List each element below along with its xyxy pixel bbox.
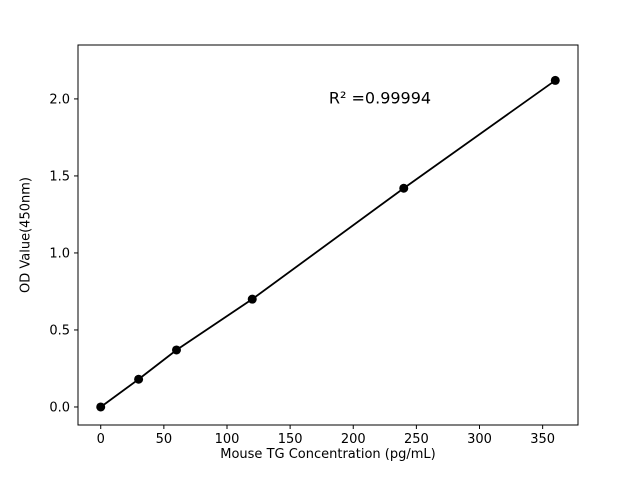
x-tick-label: 100 [215, 432, 240, 447]
x-tick-label: 250 [404, 432, 429, 447]
x-tick-label: 200 [341, 432, 366, 447]
x-tick-label: 150 [278, 432, 303, 447]
fit-line [100, 79, 556, 408]
x-tick-label: 300 [467, 432, 492, 447]
x-tick-label: 350 [530, 432, 555, 447]
x-axis-label: Mouse TG Concentration (pg/mL) [220, 447, 436, 462]
y-tick-label: 0.5 [49, 323, 70, 338]
y-tick-label: 1.5 [49, 169, 70, 184]
plot-border [77, 44, 579, 426]
y-axis-label: OD Value(450nm) [18, 177, 34, 293]
data-point [134, 374, 144, 384]
data-point [171, 345, 181, 355]
data-point [550, 75, 560, 85]
data-point [399, 183, 409, 193]
x-tick-label: 0 [97, 432, 105, 447]
y-tick-label: 2.0 [49, 92, 70, 107]
data-point [247, 294, 257, 304]
data-point [96, 402, 106, 412]
x-tick-label: 50 [156, 432, 173, 447]
y-tick-label: 1.0 [49, 246, 70, 261]
r-squared-annotation: R² =0.99994 [328, 88, 432, 108]
y-tick-label: 0.0 [49, 400, 70, 415]
